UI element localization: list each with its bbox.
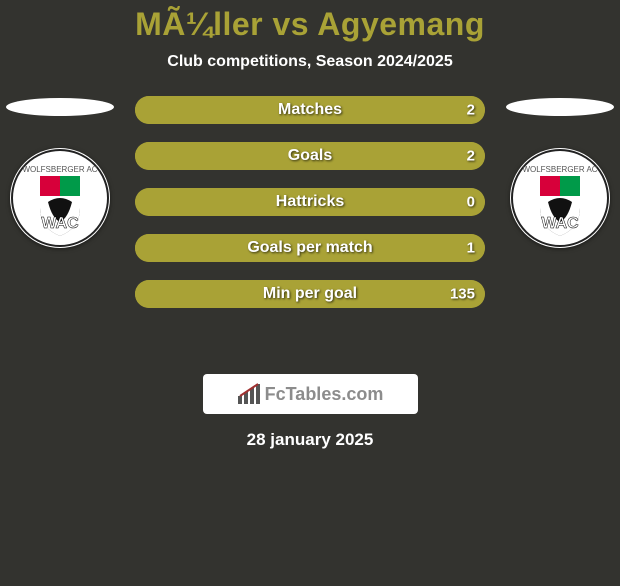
svg-text:WOLFSBERGER AC: WOLFSBERGER AC — [522, 165, 597, 174]
stat-bar: Goals per match 1 — [135, 234, 485, 262]
brand-box: FcTables.com — [203, 374, 418, 414]
stat-bar-value-right: 2 — [467, 148, 475, 165]
stat-bar-value-right: 2 — [467, 102, 475, 119]
player-right-column: WOLFSBERGER AC WAC — [500, 96, 620, 248]
club-crest-icon: WOLFSBERGER AC WAC — [10, 148, 110, 248]
svg-text:WAC: WAC — [41, 215, 79, 232]
stat-bar-value-right: 1 — [467, 240, 475, 257]
stat-bar-value-right: 0 — [467, 194, 475, 211]
stat-bar-label: Min per goal — [263, 285, 357, 303]
stat-bar: Min per goal 135 — [135, 280, 485, 308]
player-right-name-oval — [506, 98, 614, 116]
player-right-club-badge: WOLFSBERGER AC WAC — [510, 148, 610, 248]
stat-bar: Goals 2 — [135, 142, 485, 170]
comparison-chart: WOLFSBERGER AC WAC WOLFSBERGER AC WAC — [0, 96, 620, 356]
stat-bar: Matches 2 — [135, 96, 485, 124]
svg-text:WAC: WAC — [541, 215, 579, 232]
comparison-subtitle: Club competitions, Season 2024/2025 — [0, 53, 620, 71]
comparison-date: 28 january 2025 — [0, 430, 620, 450]
bar-chart-icon — [237, 382, 261, 406]
comparison-title: MÃ¼ller vs Agyemang — [0, 6, 620, 43]
stat-bar-label: Hattricks — [276, 193, 344, 211]
player-left-column: WOLFSBERGER AC WAC — [0, 96, 120, 248]
player-left-name-oval — [6, 98, 114, 116]
stat-bar-label: Goals — [288, 147, 332, 165]
stat-bar: Hattricks 0 — [135, 188, 485, 216]
brand-text: FcTables.com — [265, 384, 384, 405]
svg-text:WOLFSBERGER AC: WOLFSBERGER AC — [22, 165, 97, 174]
stat-bars: Matches 2 Goals 2 Hattricks 0 Goals per match 1… — [135, 96, 485, 308]
player-left-club-badge: WOLFSBERGER AC WAC — [10, 148, 110, 248]
stat-bar-label: Matches — [278, 101, 342, 119]
club-crest-icon: WOLFSBERGER AC WAC — [510, 148, 610, 248]
stat-bar-label: Goals per match — [247, 239, 372, 257]
stat-bar-value-right: 135 — [450, 286, 475, 303]
